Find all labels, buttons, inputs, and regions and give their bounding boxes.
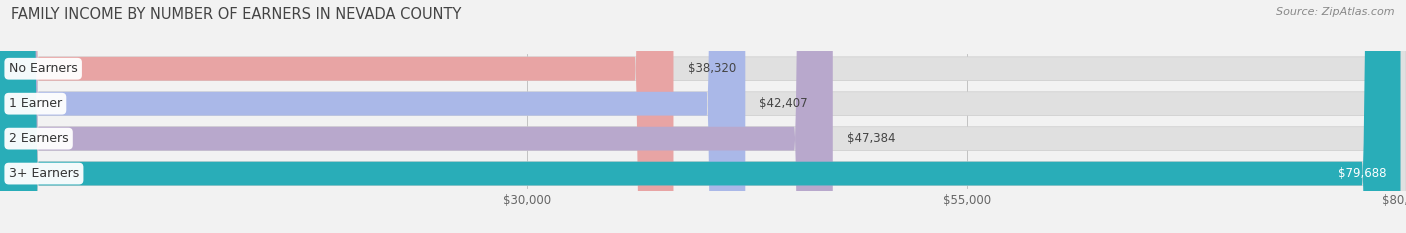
Text: $38,320: $38,320 (688, 62, 735, 75)
Text: No Earners: No Earners (8, 62, 77, 75)
FancyBboxPatch shape (0, 0, 673, 233)
Text: FAMILY INCOME BY NUMBER OF EARNERS IN NEVADA COUNTY: FAMILY INCOME BY NUMBER OF EARNERS IN NE… (11, 7, 461, 22)
Text: 1 Earner: 1 Earner (8, 97, 62, 110)
Text: 2 Earners: 2 Earners (8, 132, 69, 145)
Text: $47,384: $47,384 (846, 132, 896, 145)
FancyBboxPatch shape (0, 0, 832, 233)
Text: $79,688: $79,688 (1339, 167, 1386, 180)
Text: $42,407: $42,407 (759, 97, 808, 110)
FancyBboxPatch shape (0, 0, 745, 233)
Text: 3+ Earners: 3+ Earners (8, 167, 79, 180)
Text: Source: ZipAtlas.com: Source: ZipAtlas.com (1277, 7, 1395, 17)
